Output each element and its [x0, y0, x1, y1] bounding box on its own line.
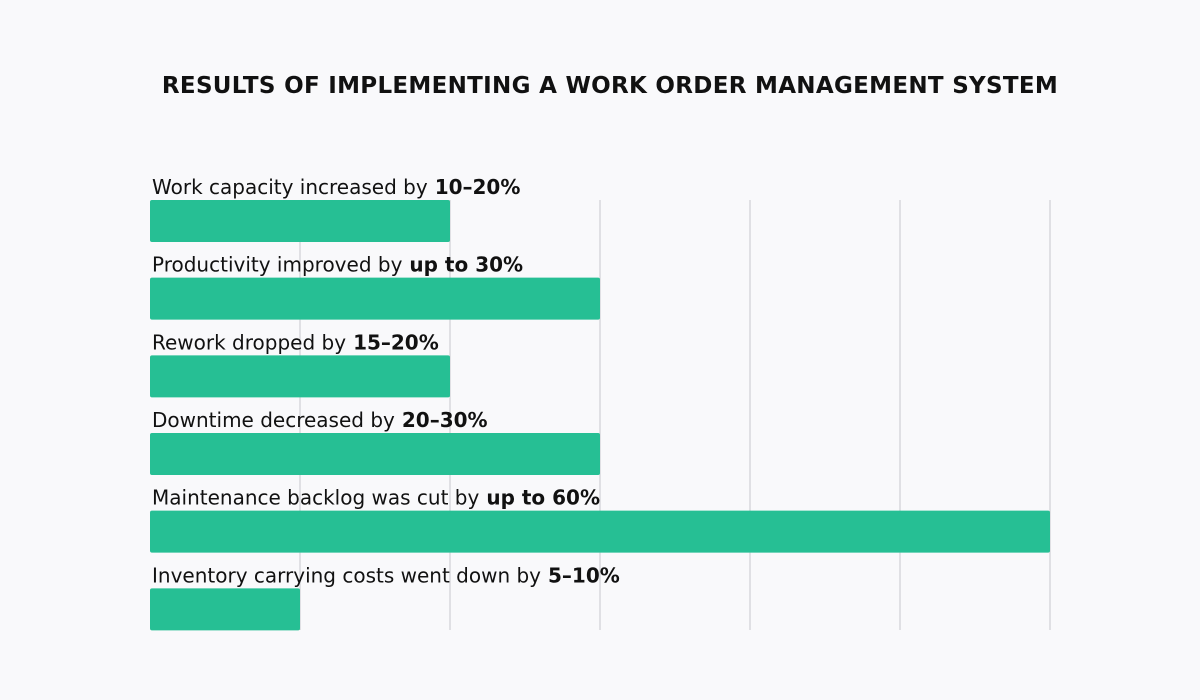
grid [299, 200, 1051, 630]
value-label: up to 30% [409, 253, 523, 277]
category-label: Rework dropped by [152, 330, 346, 354]
bar-label: Work capacity increased by 10–20% [152, 175, 520, 199]
bar-label: Productivity improved by up to 30% [152, 253, 523, 277]
value-label: up to 60% [486, 486, 600, 510]
bar-label: Rework dropped by 15–20% [152, 330, 439, 354]
chart-title: RESULTS OF IMPLEMENTING A WORK ORDER MAN… [162, 73, 1058, 99]
category-label: Maintenance backlog was cut by [152, 486, 479, 510]
value-label: 15–20% [353, 330, 439, 354]
category-label: Work capacity increased by [152, 175, 428, 199]
bar [150, 510, 1050, 553]
category-label: Inventory carrying costs went down by [152, 563, 541, 587]
bar [150, 355, 450, 398]
value-label: 10–20% [435, 175, 521, 199]
bar [150, 588, 300, 631]
bar [150, 200, 450, 242]
bars: Work capacity increased by 10–20% Producti… [150, 175, 1050, 631]
bar-label: Downtime decreased by 20–30% [152, 408, 488, 432]
bar [150, 277, 600, 320]
category-label: Downtime decreased by [152, 408, 395, 432]
value-label: 20–30% [402, 408, 488, 432]
bar [150, 433, 600, 475]
bar-label: Maintenance backlog was cut by up to 60% [152, 486, 600, 510]
category-label: Productivity improved by [152, 253, 403, 277]
bar-label: Inventory carrying costs went down by 5–1… [152, 563, 620, 587]
value-label: 5–10% [548, 563, 620, 587]
